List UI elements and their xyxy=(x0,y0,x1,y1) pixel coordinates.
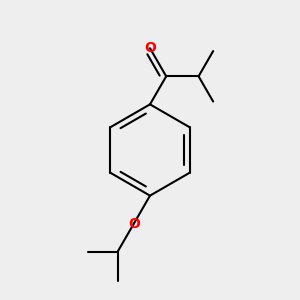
Text: O: O xyxy=(128,217,140,231)
Text: O: O xyxy=(144,41,156,55)
